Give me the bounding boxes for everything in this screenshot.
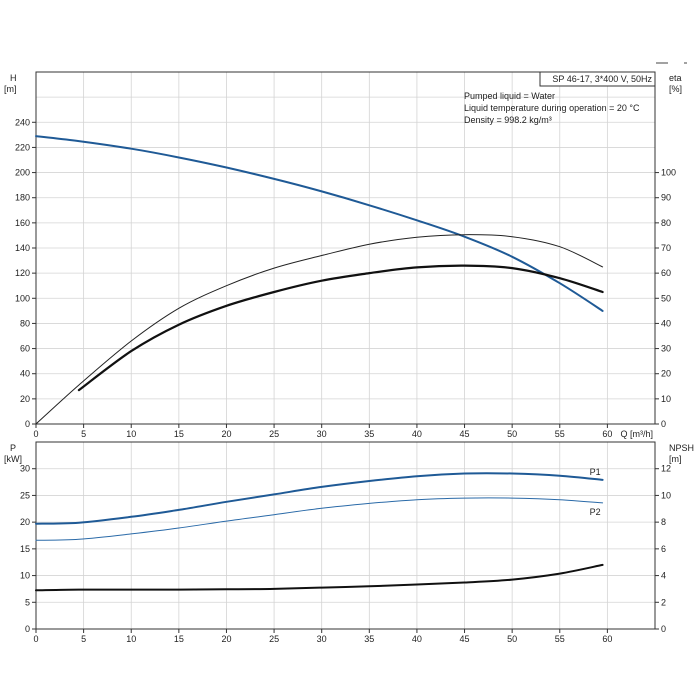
series-label-p1: P1: [590, 467, 601, 477]
right-tick-label: 2: [661, 597, 666, 607]
x-tick-label: 35: [364, 429, 374, 439]
left-tick-label: 80: [20, 318, 30, 328]
left-tick-label: 140: [15, 243, 30, 253]
x-tick-label: 35: [364, 634, 374, 644]
chart-title: SP 46-17, 3*400 V, 50Hz: [552, 74, 652, 84]
right-tick-label: 90: [661, 193, 671, 203]
right-tick-label: 6: [661, 544, 666, 554]
right-tick-label: 0: [661, 624, 666, 634]
x-tick-label: 10: [126, 429, 136, 439]
right-tick-label: 30: [661, 344, 671, 354]
left-tick-label: 30: [20, 464, 30, 474]
right-tick-label: 4: [661, 571, 666, 581]
x-tick-label: 60: [602, 429, 612, 439]
left-tick-label: 20: [20, 394, 30, 404]
x-tick-label: 55: [555, 634, 565, 644]
right-tick-label: 70: [661, 243, 671, 253]
left-tick-label: 0: [25, 419, 30, 429]
left-tick-label: 120: [15, 268, 30, 278]
left-tick-label: 10: [20, 571, 30, 581]
chart-note: Density = 998.2 kg/m³: [464, 115, 552, 125]
right-tick-label: 12: [661, 464, 671, 474]
x-tick-label: 20: [221, 429, 231, 439]
series-line-p1: [35, 472, 604, 525]
right-tick-label: 10: [661, 490, 671, 500]
left-axis-unit: [kW]: [4, 454, 22, 464]
series-line-eta-thin: [35, 234, 604, 425]
x-tick-label: 25: [269, 634, 279, 644]
x-tick-label: 5: [81, 634, 86, 644]
right-axis-label: NPSH: [669, 443, 694, 453]
right-tick-label: 50: [661, 293, 671, 303]
left-tick-label: 40: [20, 369, 30, 379]
chart-note: Liquid temperature during operation = 20…: [464, 103, 640, 113]
x-tick-label: 55: [555, 429, 565, 439]
left-tick-label: 5: [25, 597, 30, 607]
x-tick-label: 15: [174, 429, 184, 439]
x-tick-label: 60: [602, 634, 612, 644]
right-tick-label: 60: [661, 268, 671, 278]
right-tick-label: 8: [661, 517, 666, 527]
x-tick-label: 15: [174, 634, 184, 644]
left-axis-label: H: [10, 73, 17, 83]
plot-frame: [35, 441, 656, 630]
series-line-npsh: [35, 563, 604, 592]
x-tick-label: 50: [507, 634, 517, 644]
left-tick-label: 220: [15, 142, 30, 152]
left-tick-label: 160: [15, 218, 30, 228]
x-tick-label: 30: [317, 429, 327, 439]
right-tick-label: 40: [661, 318, 671, 328]
x-tick-label: 40: [412, 634, 422, 644]
x-tick-label: 45: [460, 634, 470, 644]
x-tick-label: 10: [126, 634, 136, 644]
left-tick-label: 0: [25, 624, 30, 634]
x-axis-label: Q [m³/h]: [620, 429, 653, 439]
left-tick-label: 20: [20, 517, 30, 527]
left-tick-label: 15: [20, 544, 30, 554]
left-tick-label: 60: [20, 344, 30, 354]
right-axis-unit: [m]: [669, 454, 682, 464]
left-axis-label: P: [10, 443, 16, 453]
title-box: [539, 71, 656, 87]
series-line-p2: [35, 497, 604, 541]
left-tick-label: 25: [20, 490, 30, 500]
series-label-p2: P2: [590, 507, 601, 517]
chart-note: Pumped liquid = Water: [464, 91, 555, 101]
x-tick-label: 30: [317, 634, 327, 644]
x-tick-label: 50: [507, 429, 517, 439]
x-tick-label: 40: [412, 429, 422, 439]
left-tick-label: 240: [15, 117, 30, 127]
x-tick-label: 0: [33, 429, 38, 439]
right-tick-label: 0: [661, 419, 666, 429]
x-tick-label: 25: [269, 429, 279, 439]
right-axis-label: eta: [669, 73, 682, 83]
left-tick-label: 180: [15, 193, 30, 203]
series-line-eta-thick: [77, 264, 604, 392]
left-tick-label: 100: [15, 293, 30, 303]
left-tick-label: 200: [15, 168, 30, 178]
x-tick-label: 20: [221, 634, 231, 644]
right-tick-label: 10: [661, 394, 671, 404]
x-tick-label: 45: [460, 429, 470, 439]
right-tick-label: 100: [661, 168, 676, 178]
x-tick-label: 0: [33, 634, 38, 644]
right-tick-label: 20: [661, 369, 671, 379]
x-tick-label: 5: [81, 429, 86, 439]
left-axis-unit: [m]: [4, 84, 17, 94]
right-axis-unit: [%]: [669, 84, 682, 94]
right-tick-label: 80: [661, 218, 671, 228]
series-line-h: [35, 135, 604, 312]
